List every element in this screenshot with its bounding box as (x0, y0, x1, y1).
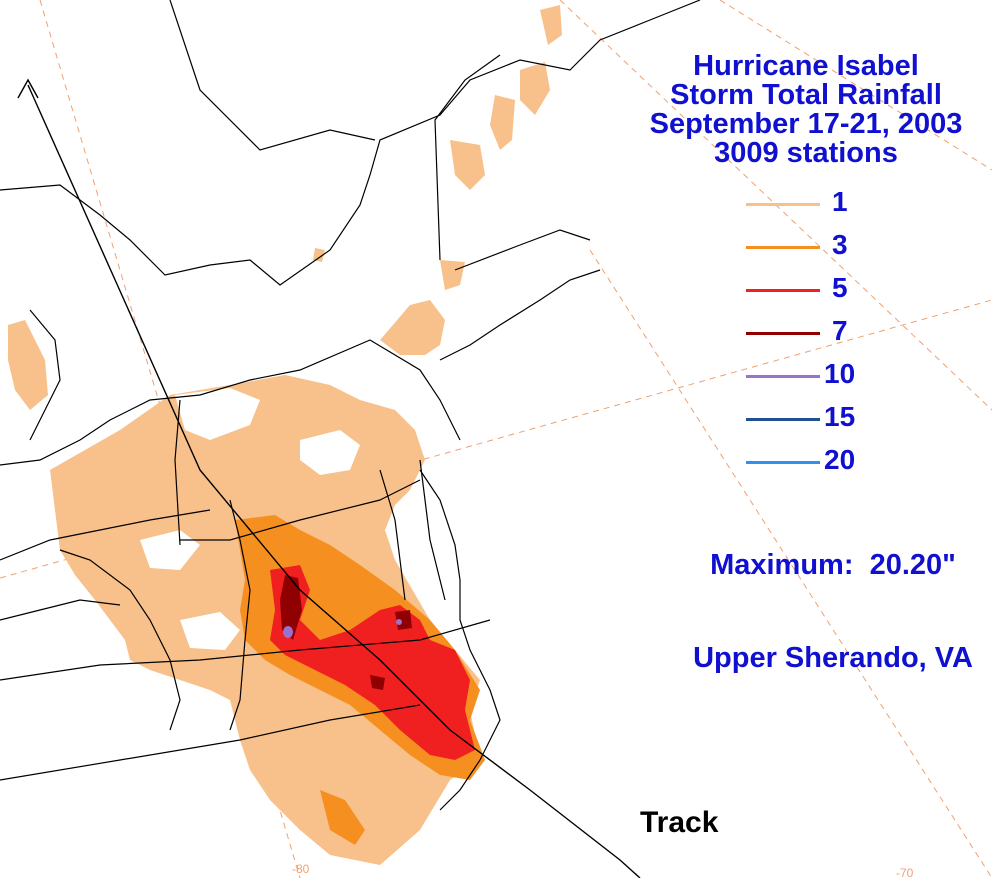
legend-item: 3 (738, 228, 938, 271)
rainfall-gap-areas (140, 388, 360, 650)
legend-item: 1 (738, 185, 938, 228)
track-label: Track (640, 806, 719, 839)
legend-swatch (746, 203, 820, 206)
rainfall-7-inch-area (280, 575, 412, 690)
legend-label: 20 (824, 444, 856, 475)
longitude-label-west: -80 (292, 862, 310, 876)
legend-label: 1 (832, 186, 848, 217)
maximum-location: Upper Sherando, VA (693, 642, 973, 674)
legend-swatch (746, 246, 820, 249)
legend-label: 7 (832, 315, 848, 346)
legend-label: 15 (824, 401, 856, 432)
legend-item: 15 (738, 400, 938, 443)
title-line-2: Storm Total Rainfall (670, 79, 942, 111)
legend-label: 3 (832, 229, 848, 260)
title-line-1: Hurricane Isabel (693, 50, 919, 82)
rainfall-10-inch-area (283, 619, 402, 638)
maximum-value: Maximum: 20.20" (710, 549, 956, 581)
rainfall-1-inch-area (8, 5, 562, 865)
title-line-4: 3009 stations (714, 137, 898, 169)
legend-item: 10 (738, 357, 938, 400)
legend-swatch (746, 332, 820, 335)
longitude-label-east: -70 (896, 866, 914, 878)
rainfall-5-inch-area (270, 565, 475, 760)
map-title: Hurricane Isabel Storm Total Rainfall Se… (618, 52, 992, 168)
legend-label: 5 (832, 272, 848, 303)
state-and-coast-boundaries (0, 0, 701, 811)
legend-swatch (746, 418, 820, 421)
legend-swatch (746, 461, 820, 464)
hurricane-track (17, 78, 641, 878)
legend-item: 20 (738, 443, 938, 486)
legend-item: 7 (738, 314, 938, 357)
legend-swatch (746, 375, 820, 378)
legend-item: 5 (738, 271, 938, 314)
title-line-3: September 17-21, 2003 (649, 108, 963, 140)
maximum-rainfall-note: Maximum: 20.20" Upper Sherando, VA (648, 488, 992, 736)
legend-label: 10 (824, 358, 856, 389)
legend-swatch (746, 289, 820, 292)
track-arrow-icon (17, 78, 39, 99)
rainfall-legend: 1 3 5 7 10 15 20 (738, 185, 938, 486)
